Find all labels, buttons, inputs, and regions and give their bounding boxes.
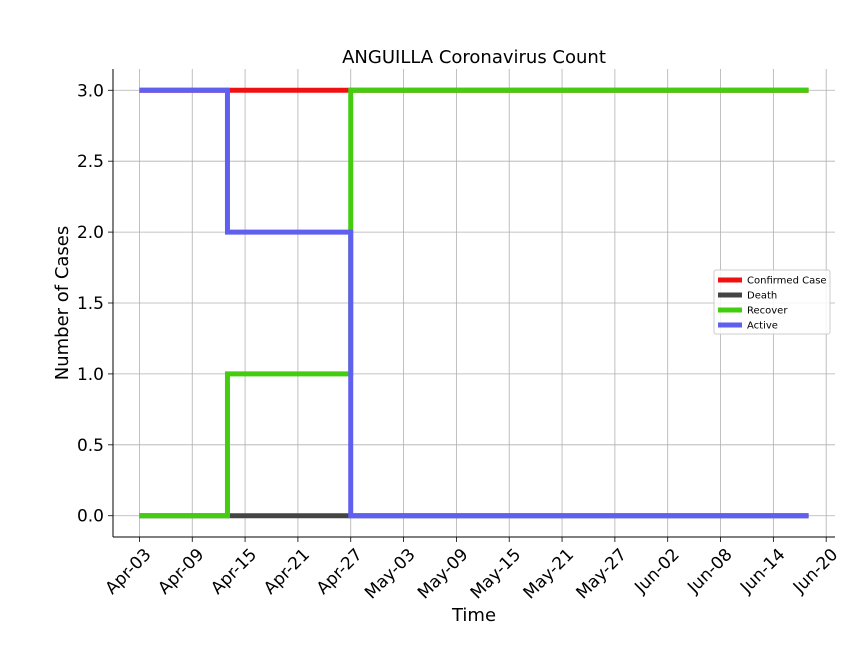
x-axis-label: Time bbox=[451, 605, 496, 626]
y-tick-label: 1.0 bbox=[77, 365, 104, 385]
x-tick-label: May-15 bbox=[467, 545, 525, 603]
x-tick-label: Apr-09 bbox=[154, 545, 208, 599]
y-tick-label: 3.0 bbox=[77, 81, 104, 101]
x-tick-label: Jun-08 bbox=[683, 545, 736, 598]
y-tick-label: 0.0 bbox=[77, 507, 104, 527]
x-tick-label: May-27 bbox=[572, 545, 630, 603]
x-tick-label: Jun-20 bbox=[789, 545, 842, 598]
series-line-recover bbox=[139, 87, 809, 519]
y-tick-label: 0.5 bbox=[77, 436, 104, 456]
x-tick-label: Apr-03 bbox=[102, 545, 156, 599]
series-line-active bbox=[139, 87, 809, 519]
legend-label: Active bbox=[747, 321, 778, 332]
legend-label: Confirmed Case bbox=[747, 276, 827, 287]
x-tick-label: Apr-27 bbox=[313, 545, 367, 599]
legend-label: Death bbox=[747, 291, 777, 302]
x-tick-label: May-03 bbox=[361, 545, 419, 603]
x-tick-label: Jun-02 bbox=[630, 545, 683, 598]
legend-label: Recover bbox=[747, 306, 788, 317]
chart-title: ANGUILLA Coronavirus Count bbox=[342, 47, 606, 68]
axes: Apr-03 Apr-09 Apr-15 Apr-21 Apr-27May-03May-… bbox=[77, 69, 842, 603]
x-tick-label: Apr-15 bbox=[207, 545, 261, 599]
y-tick-label: 2.0 bbox=[77, 223, 104, 243]
x-tick-label: May-09 bbox=[414, 545, 472, 603]
y-tick-label: 1.5 bbox=[77, 294, 104, 314]
series-layer bbox=[139, 87, 809, 519]
x-tick-label: May-21 bbox=[520, 545, 578, 603]
y-axis-label: Number of Cases bbox=[52, 226, 73, 381]
legend-box bbox=[713, 269, 831, 335]
legend: Confirmed Case Death Recover Active bbox=[713, 269, 831, 335]
y-tick-label: 2.5 bbox=[77, 152, 104, 172]
x-tick-label: Jun-14 bbox=[736, 545, 789, 598]
x-tick-label: Apr-21 bbox=[260, 545, 314, 599]
